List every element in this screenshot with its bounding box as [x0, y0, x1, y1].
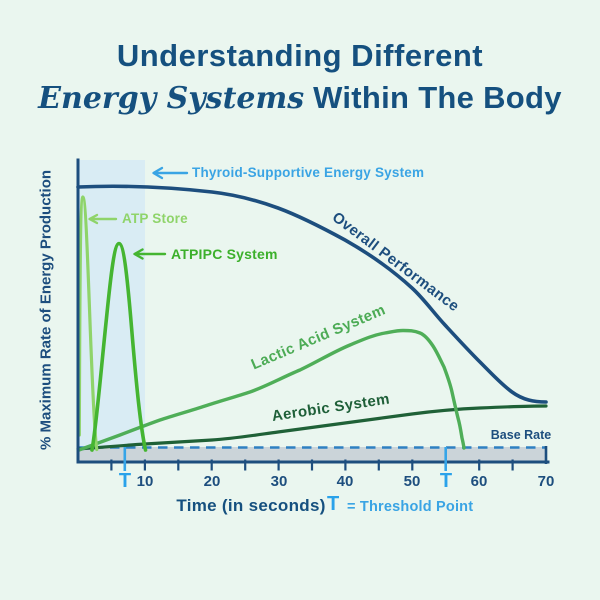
- atpipc-arrow-left-icon: [133, 248, 167, 260]
- title-rest-part: Within The Body: [313, 80, 562, 115]
- overall-performance-curve: [76, 184, 548, 404]
- base-rate-label: Base Rate: [490, 428, 552, 442]
- title-script-part: Energy Systems: [38, 81, 305, 116]
- page-title: Understanding Different Energy Systems W…: [0, 40, 600, 114]
- threshold-tick-marks: [123, 447, 447, 471]
- x-axis-label: Time (in seconds): [176, 496, 326, 515]
- title-line-1: Understanding Different: [116, 38, 484, 73]
- thyroid-system-label: Thyroid-Supportive Energy System: [192, 165, 425, 180]
- axis-tick-marks: [110, 459, 514, 471]
- base-rate-band: [78, 447, 546, 461]
- atp-store-curve: [77, 195, 99, 452]
- atpipc-system-label: ATPIPC System: [171, 246, 278, 262]
- x-tick-50: 50: [403, 473, 421, 490]
- x-tick-60: 60: [470, 473, 488, 490]
- atp-store-arrow-left-icon: [88, 213, 118, 225]
- x-tick-30: 30: [270, 473, 288, 490]
- threshold-mark-2: T: [439, 470, 453, 492]
- atp-store-label: ATP Store: [122, 211, 188, 226]
- lactic-acid-system-curve: [77, 328, 466, 452]
- thyroid-arrow-left-icon: [152, 166, 189, 180]
- x-tick-40: 40: [336, 473, 354, 490]
- x-tick-20: 20: [203, 473, 221, 490]
- atpipc-system-curve: [90, 241, 148, 452]
- aerobic-system-curve: [76, 404, 548, 451]
- title-line-2: Energy Systems Within The Body: [0, 82, 600, 114]
- x-tick-70: 70: [537, 473, 555, 490]
- legend-t-meaning: = Threshold Point: [347, 499, 474, 515]
- legend-t-symbol: T: [327, 493, 340, 515]
- y-axis-label: % Maximum Rate of Energy Production: [37, 169, 55, 451]
- threshold-mark-1: T: [118, 470, 132, 492]
- x-tick-10: 10: [136, 473, 154, 490]
- axes: [76, 158, 550, 464]
